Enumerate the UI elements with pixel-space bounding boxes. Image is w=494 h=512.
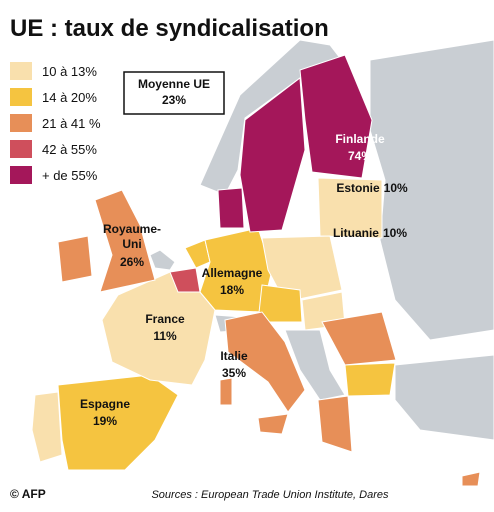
country-rate: 18%: [220, 283, 244, 297]
country-rate: 74%: [348, 149, 372, 163]
country-rate: 26%: [120, 255, 144, 269]
country-rate: 10%: [384, 181, 408, 195]
country-name: Finlande: [335, 132, 385, 146]
country-name: Espagne: [80, 397, 130, 411]
average-label: Moyenne UE: [138, 77, 210, 91]
legend-label: 42 à 55%: [42, 142, 97, 157]
country-name: Lituanie: [333, 226, 379, 240]
average-box: [123, 71, 225, 115]
legend: 10 à 13% 14 à 20% 21 à 41 % 42 à 55% + de 55…: [10, 62, 101, 184]
legend-label: 10 à 13%: [42, 64, 97, 79]
country-rate: 11%: [153, 329, 177, 343]
country-name: France: [145, 312, 185, 326]
legend-swatch: [10, 140, 32, 158]
legend-swatch: [10, 166, 32, 184]
country-label: Estonie 10%: [336, 181, 408, 195]
country-label: Lituanie 10%: [333, 226, 407, 240]
name-part: Uni: [122, 237, 141, 251]
legend-label: + de 55%: [42, 168, 98, 183]
credit: © AFP: [10, 487, 46, 501]
country-rate: 19%: [93, 414, 117, 428]
legend-swatch: [10, 114, 32, 132]
country-rate: 10%: [383, 226, 407, 240]
country-name: Royaume-Uni: [103, 222, 161, 251]
country-labels: Finlande 74% Estonie 10% Lituanie 10% Royaume-…: [80, 132, 408, 428]
average-value: 23%: [162, 93, 186, 107]
title: UE : taux de syndicalisation: [10, 15, 329, 42]
legend-label: 21 à 41 %: [42, 116, 101, 131]
eu-countries: [31, 54, 481, 487]
legend-swatch: [10, 88, 32, 106]
country-rate: 35%: [222, 366, 246, 380]
legend-swatch: [10, 62, 32, 80]
country-name: Italie: [220, 349, 248, 363]
country-name: Allemagne: [202, 266, 263, 280]
country-name: Estonie: [336, 181, 380, 195]
source: Sources : European Trade Union Institute…: [151, 489, 389, 501]
legend-label: 14 à 20%: [42, 90, 97, 105]
name-part: Royaume-: [103, 222, 161, 236]
